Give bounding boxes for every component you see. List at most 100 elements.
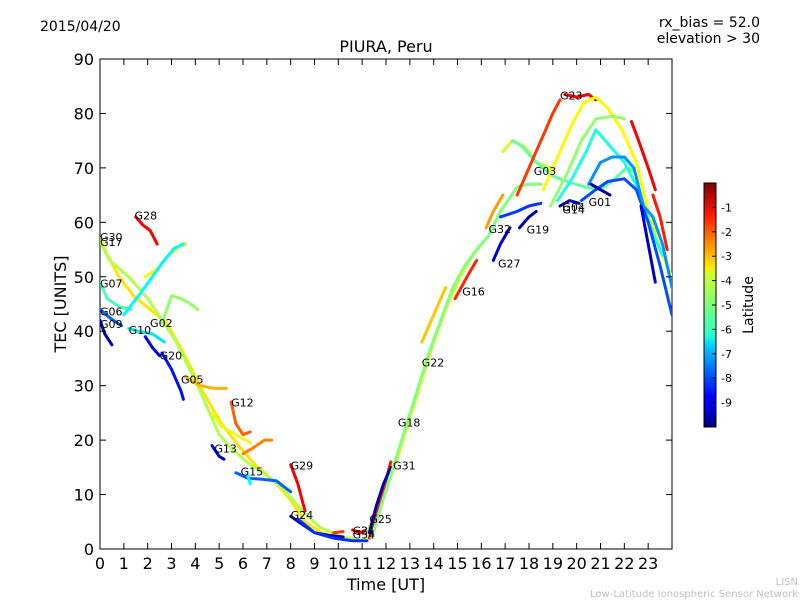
series-line-g05 xyxy=(160,351,185,401)
x-tick-label: 23 xyxy=(638,554,658,573)
y-tick-label: 0 xyxy=(84,540,94,559)
y-tick-label: 90 xyxy=(74,50,94,69)
x-tick-label: 15 xyxy=(447,554,467,573)
series-line-g32 xyxy=(484,193,505,230)
satellite-label-g04: G04 xyxy=(562,201,585,214)
satellite-label-g30: G30 xyxy=(100,231,123,244)
x-tick-label: 22 xyxy=(614,554,634,573)
y-tick-label: 60 xyxy=(74,213,94,232)
series-line-g23g xyxy=(587,155,672,290)
colorbar-tick-label: -7 xyxy=(721,348,732,361)
satellite-label-g31: G31 xyxy=(393,460,416,473)
colorbar-tick-label: -2 xyxy=(721,226,732,239)
x-tick-label: 14 xyxy=(423,554,443,573)
colorbar-ticks: -1 -2 -3 -4 -5 -6 -7 -8 -9 xyxy=(712,201,732,410)
y-tick-label: 30 xyxy=(74,377,94,396)
colorbar-tick-label: -4 xyxy=(721,275,732,288)
x-tick-label: 18 xyxy=(519,554,539,573)
series-line-g15b xyxy=(246,474,252,486)
satellite-label-g06: G06 xyxy=(100,306,123,319)
colorbar-tick-label: -9 xyxy=(721,397,732,410)
colorbar-tick-label: -1 xyxy=(721,201,732,214)
satellite-label-g27: G27 xyxy=(498,258,521,271)
series-line-g19 xyxy=(498,201,543,219)
rx-bias-label: rx_bias = 52.0 xyxy=(659,15,760,31)
series-line-g04 xyxy=(558,199,581,208)
series-layer xyxy=(100,92,672,543)
colorbar-tick-label: -3 xyxy=(721,250,732,263)
series-line-g34 xyxy=(332,530,345,535)
x-tick-label: 7 xyxy=(262,554,272,573)
satellite-label-g16: G16 xyxy=(462,285,485,298)
satellite-label-g28: G28 xyxy=(135,209,158,222)
satellite-label-g12: G12 xyxy=(231,397,254,410)
satellite-label-g19: G19 xyxy=(527,223,550,236)
x-tick-label: 3 xyxy=(166,554,176,573)
series-line-g17 xyxy=(100,239,359,543)
satellite-label-g20: G20 xyxy=(160,350,183,363)
x-tick-label: 21 xyxy=(590,554,610,573)
colorbar-tick-label: -6 xyxy=(721,323,732,336)
series-line-g15 xyxy=(234,471,293,494)
series-line-gr2 xyxy=(651,193,669,252)
x-tick-label: 2 xyxy=(143,554,153,573)
series-line-g31b xyxy=(367,465,393,535)
x-tick-label: 13 xyxy=(400,554,420,573)
series-line-g19b xyxy=(518,209,538,230)
series-line-g18 xyxy=(370,182,543,540)
satellite-label-g05: G05 xyxy=(181,374,204,387)
series-line-g03 xyxy=(501,139,552,170)
series-line-g01 xyxy=(589,182,612,197)
plot-area xyxy=(99,58,673,550)
satellite-label-g03: G03 xyxy=(534,165,557,178)
satellite-label-g22: G22 xyxy=(422,356,445,369)
series-line-g07 xyxy=(100,280,133,311)
series-line-g30 xyxy=(100,237,355,540)
satellite-label-g02: G02 xyxy=(150,317,173,330)
chart-title: PIURA, Peru xyxy=(339,37,432,56)
footer-line2: Low-Latitude Ionospheric Sensor Network xyxy=(590,589,798,600)
axis-ticks: 0 1 2 3 4 5 6 7 8 9 10 11 12 13 14 15 16 17 18 19 20 21 22 2301… xyxy=(74,50,672,573)
satellite-label-g34: G34 xyxy=(353,528,376,541)
colorbar-label: Latitude xyxy=(741,276,757,334)
y-tick-label: 70 xyxy=(74,159,94,178)
satellite-label-g01: G01 xyxy=(589,196,612,209)
satellite-label-g24: G24 xyxy=(291,509,314,522)
date-label: 2015/04/20 xyxy=(40,19,121,35)
y-tick-label: 10 xyxy=(74,486,94,505)
series-line-g23 xyxy=(515,98,562,197)
x-tick-label: 12 xyxy=(376,554,396,573)
satellite-label-g14: G14 xyxy=(562,203,585,216)
series-line-g02b xyxy=(160,294,200,325)
footer-line1: LISN xyxy=(776,577,798,588)
x-tick-label: 4 xyxy=(190,554,200,573)
satellite-label-g15: G15 xyxy=(241,466,264,479)
x-tick-label: 0 xyxy=(95,554,105,573)
satellite-label-g18: G18 xyxy=(398,417,421,430)
satellite-label-g21: G21 xyxy=(353,524,376,537)
series-line-g13b xyxy=(210,411,252,445)
colorbar-tick-label: -8 xyxy=(721,372,732,385)
series-line-g10 xyxy=(127,327,166,344)
series-line-g12b xyxy=(241,438,274,456)
series-line-gr3 xyxy=(639,204,657,284)
series-line-g12 xyxy=(229,400,252,437)
series-line-g03b xyxy=(510,139,636,192)
satellite-label-g10: G10 xyxy=(129,324,152,337)
series-line-g24b xyxy=(296,517,369,543)
series-line-g22 xyxy=(420,286,448,344)
series-line-g23c xyxy=(541,95,672,279)
series-line-g29 xyxy=(289,463,307,513)
series-line-g27 xyxy=(491,226,512,262)
series-line-g13 xyxy=(210,444,226,461)
x-tick-label: 10 xyxy=(328,554,348,573)
satellite-label-g23: G23 xyxy=(560,89,583,102)
series-line-g21 xyxy=(351,528,369,535)
satellite-label-g29: G29 xyxy=(291,460,314,473)
x-tick-label: 6 xyxy=(238,554,248,573)
y-tick-label: 50 xyxy=(74,268,94,287)
series-line-g28 xyxy=(134,215,159,246)
x-tick-label: 11 xyxy=(352,554,372,573)
